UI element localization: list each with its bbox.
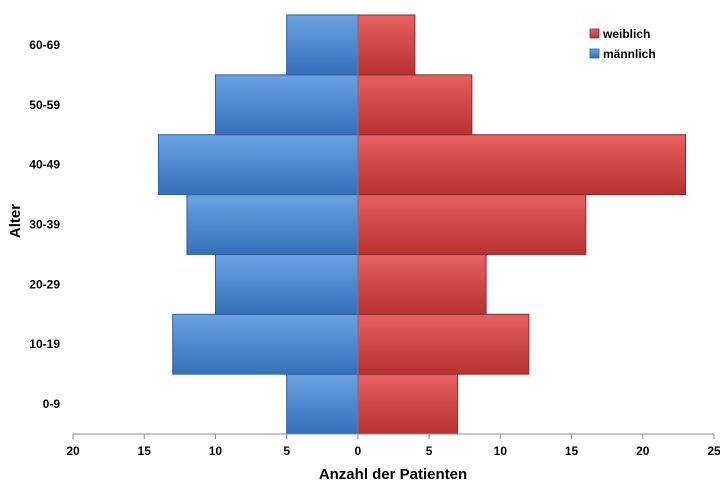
- bar-male-20-29: [214, 253, 359, 315]
- bar-female-50-59: [357, 74, 473, 136]
- x-tick-label: 25: [707, 444, 720, 458]
- legend: weiblich männlich: [589, 27, 656, 61]
- bar-female-40-49: [357, 134, 687, 196]
- bar-male-10-19: [172, 313, 359, 375]
- y-tick-label: 60-69: [29, 38, 60, 52]
- x-tick-label: 20: [636, 444, 650, 458]
- bar-female-30-39: [357, 194, 587, 255]
- bar-male-0-9: [286, 373, 359, 435]
- bar-male-50-59: [214, 74, 359, 136]
- x-tick-label: 5: [283, 444, 290, 458]
- bars-group: [157, 14, 687, 435]
- y-axis-title: Alter: [7, 204, 24, 238]
- y-tick-label: 20-29: [29, 277, 60, 291]
- x-tick-label: 5: [426, 444, 433, 458]
- y-tick-label: 0-9: [43, 397, 61, 411]
- x-tick-label: 0: [355, 444, 362, 458]
- y-tick-label: 40-49: [29, 158, 60, 172]
- bar-male-30-39: [186, 194, 359, 255]
- y-tick-label: 10-19: [29, 337, 60, 351]
- bar-female-10-19: [357, 313, 530, 375]
- bar-female-60-69: [357, 14, 416, 76]
- x-tick-label: 20: [66, 444, 80, 458]
- x-axis-title: Anzahl der Patienten: [319, 466, 467, 481]
- x-tick-label: 15: [565, 444, 579, 458]
- legend-label-male: männlich: [603, 47, 656, 61]
- y-tick-label: 30-39: [29, 218, 60, 232]
- legend-swatch-male: [589, 48, 600, 59]
- y-tick-label: 50-59: [29, 98, 60, 112]
- bar-female-20-29: [357, 253, 487, 315]
- bar-male-40-49: [157, 134, 359, 196]
- x-tick-label: 10: [494, 444, 508, 458]
- y-axis-tick-labels: 0-9 10-19 20-29 30-39 40-49 50-59 60-69: [29, 38, 60, 411]
- x-tick-label: 15: [138, 444, 152, 458]
- bar-male-60-69: [286, 14, 359, 76]
- x-tick-label: 10: [209, 444, 223, 458]
- legend-label-female: weiblich: [602, 27, 650, 41]
- bar-female-0-9: [357, 373, 459, 435]
- legend-swatch-female: [589, 28, 600, 39]
- x-axis: 20 15 10 5 0 5 10 15 20 25: [66, 433, 720, 458]
